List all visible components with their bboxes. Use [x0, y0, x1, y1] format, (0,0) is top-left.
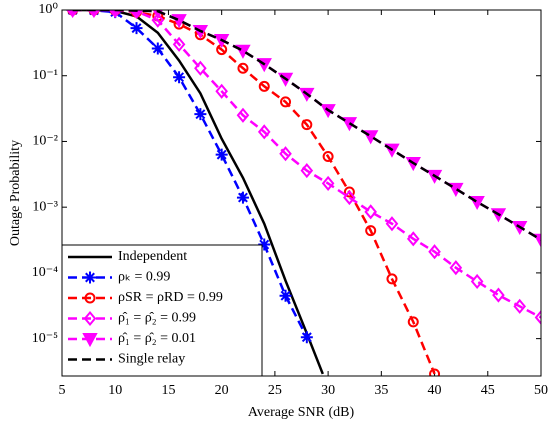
- marker: [364, 204, 377, 220]
- marker: [365, 225, 377, 237]
- legend-label: ρSR = ρRD = 0.99: [118, 290, 223, 305]
- x-tick-label: 15: [161, 383, 175, 398]
- legend-marker: [84, 292, 96, 304]
- marker: [130, 22, 143, 35]
- x-tick-label: 25: [268, 383, 282, 398]
- x-tick-label: 50: [534, 383, 548, 398]
- y-tick-label: 10⁻³: [32, 199, 58, 214]
- x-tick-label: 35: [374, 383, 388, 398]
- marker: [215, 83, 228, 99]
- marker: [470, 273, 484, 290]
- marker: [513, 298, 527, 314]
- marker: [236, 107, 250, 123]
- y-tick-label: 10⁻⁵: [32, 331, 58, 346]
- legend-label: Single relay: [118, 352, 185, 367]
- legend-label: ρ̂₁ = ρ̂₂ = 0.01: [118, 331, 196, 346]
- marker: [172, 36, 186, 52]
- marker: [449, 260, 463, 276]
- legend: Independent ρₖ = 0.99 ρSR = ρRD = 0.99 ρ̂₁ …: [61, 244, 263, 377]
- x-tick-label: 10: [108, 383, 122, 398]
- plot-frame: [61, 9, 542, 377]
- marker: [173, 71, 186, 84]
- marker: [194, 60, 207, 76]
- legend-marker: [84, 271, 96, 284]
- x-tick-label: 45: [481, 383, 495, 398]
- y-tick-label: 10⁻¹: [32, 68, 58, 83]
- x-tick-label: 20: [215, 383, 229, 398]
- marker: [215, 148, 228, 161]
- x-tick-label: 30: [321, 383, 335, 398]
- series-line: [72, 10, 541, 319]
- marker: [257, 124, 271, 140]
- marker: [194, 108, 207, 121]
- marker: [236, 191, 249, 204]
- legend-label: ρₖ = 0.99: [118, 270, 170, 285]
- marker: [492, 287, 505, 303]
- marker: [406, 231, 420, 247]
- series-line: [72, 10, 541, 241]
- marker: [321, 175, 335, 191]
- marker: [428, 244, 441, 260]
- marker: [385, 216, 399, 232]
- legend-marker: [83, 310, 97, 327]
- legend-box: [61, 244, 263, 377]
- marker: [407, 316, 419, 328]
- marker: [300, 163, 314, 179]
- marker: [343, 186, 355, 198]
- marker: [343, 190, 356, 206]
- marker: [322, 151, 334, 163]
- y-tick-label: 10⁻²: [32, 134, 58, 149]
- marker: [151, 12, 165, 28]
- marker: [280, 96, 292, 108]
- x-tick-label: 5: [59, 383, 66, 398]
- marker: [429, 368, 441, 376]
- marker: [301, 119, 313, 131]
- marker: [151, 42, 164, 55]
- marker: [279, 146, 292, 162]
- marker: [237, 62, 249, 74]
- marker: [386, 273, 398, 285]
- x-tick-label: 40: [428, 383, 442, 398]
- marker: [534, 309, 541, 326]
- y-axis-label: Outage Probability: [8, 140, 23, 246]
- series-line: [72, 10, 308, 338]
- legend-label: Independent: [118, 249, 187, 264]
- marker: [258, 238, 271, 251]
- legend-label: ρ̂₁ = ρ̂₂ = 0.99: [118, 311, 196, 326]
- x-axis-label: Average SNR (dB): [248, 405, 355, 420]
- y-tick-label: 10⁰: [38, 2, 58, 17]
- marker: [300, 331, 313, 344]
- legend-marker: [82, 333, 98, 348]
- plot-area: [66, 10, 541, 376]
- marker: [258, 80, 270, 92]
- y-tick-label: 10⁻⁴: [32, 265, 58, 280]
- marker: [533, 233, 541, 248]
- marker: [279, 289, 292, 302]
